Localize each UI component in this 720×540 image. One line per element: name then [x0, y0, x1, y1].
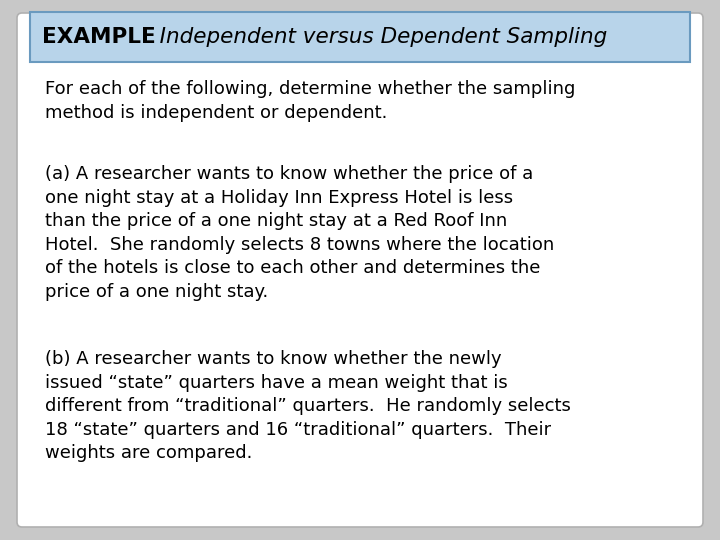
- FancyBboxPatch shape: [30, 12, 690, 62]
- Text: (b) A researcher wants to know whether the newly
issued “state” quarters have a : (b) A researcher wants to know whether t…: [45, 350, 571, 462]
- Text: For each of the following, determine whether the sampling
method is independent : For each of the following, determine whe…: [45, 80, 575, 122]
- Text: (a) A researcher wants to know whether the price of a
one night stay at a Holida: (a) A researcher wants to know whether t…: [45, 165, 554, 301]
- Text: EXAMPLE: EXAMPLE: [42, 27, 156, 47]
- Text: Independent versus Dependent Sampling: Independent versus Dependent Sampling: [139, 27, 607, 47]
- FancyBboxPatch shape: [17, 13, 703, 527]
